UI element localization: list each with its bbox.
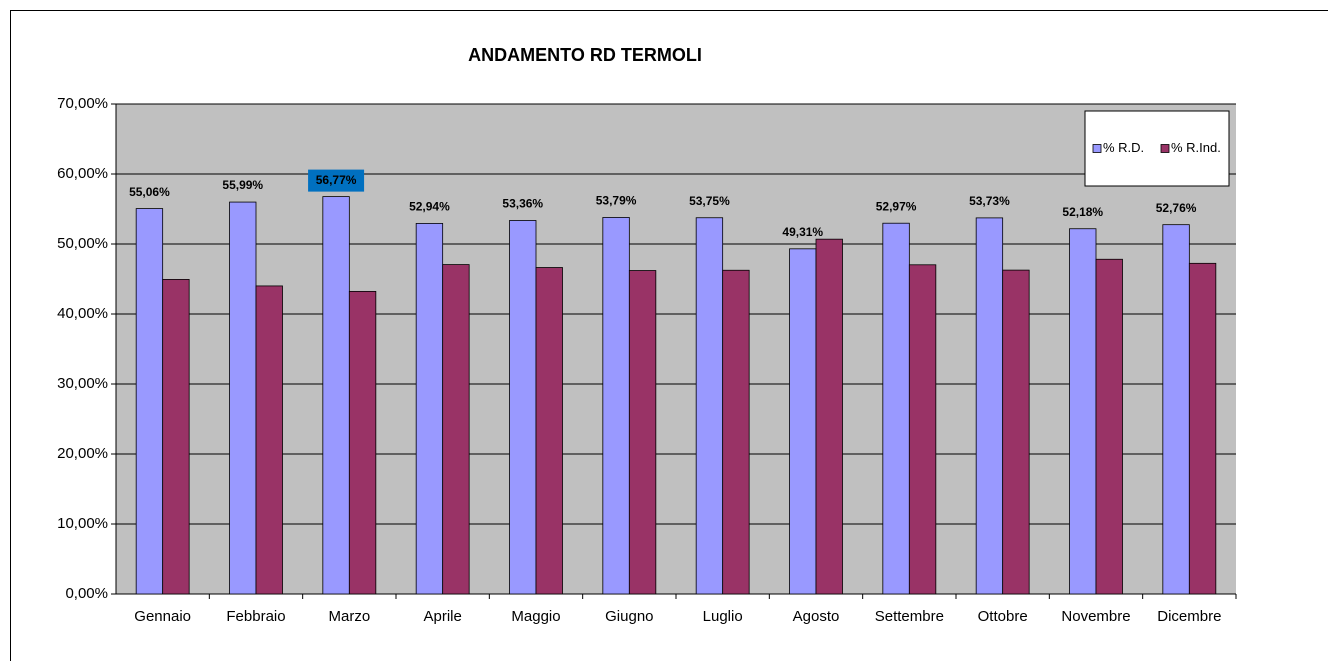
x-tick-label: Dicembre — [1157, 608, 1221, 625]
bar — [509, 220, 537, 595]
x-tick-label: Febbraio — [226, 608, 285, 625]
y-tick-label: 40,00% — [57, 305, 108, 322]
data-label: 49,31% — [782, 225, 823, 239]
bar — [229, 201, 257, 595]
data-label: 52,18% — [1062, 205, 1103, 219]
bar — [348, 290, 377, 595]
bar — [789, 248, 817, 595]
y-tick-label: 70,00% — [57, 95, 108, 112]
legend-box — [1084, 110, 1230, 187]
x-tick-label: Ottobre — [978, 608, 1028, 625]
y-tick-label: 20,00% — [57, 445, 108, 462]
bar — [1002, 269, 1030, 595]
data-label: 56,77% — [316, 173, 357, 187]
bar — [695, 217, 724, 595]
data-label: 55,99% — [222, 178, 263, 192]
x-tick-label: Gennaio — [134, 608, 191, 625]
bar — [322, 196, 350, 595]
legend-swatch — [1160, 144, 1170, 153]
y-tick-label: 50,00% — [57, 235, 108, 252]
x-tick-label: Giugno — [605, 608, 653, 625]
x-tick-label: Maggio — [511, 608, 560, 625]
bar — [135, 208, 164, 595]
bar — [908, 264, 937, 595]
bar — [628, 270, 657, 595]
bar — [255, 285, 283, 595]
y-tick-label: 30,00% — [57, 375, 108, 392]
x-tick-label: Settembre — [875, 608, 944, 625]
legend-label: % R.Ind. — [1171, 140, 1221, 155]
data-label: 52,97% — [876, 199, 917, 213]
x-tick-label: Marzo — [328, 608, 370, 625]
x-tick-label: Luglio — [703, 608, 743, 625]
bar — [1162, 224, 1190, 595]
legend-label: % R.D. — [1103, 140, 1144, 155]
bar — [415, 223, 444, 595]
plot-area — [116, 104, 1236, 594]
x-tick-label: Aprile — [423, 608, 461, 625]
data-label: 53,79% — [596, 194, 637, 208]
bar — [1188, 262, 1217, 595]
data-label: 53,36% — [502, 197, 543, 211]
data-label: 52,76% — [1156, 201, 1197, 215]
bar — [602, 217, 630, 595]
bar — [1069, 228, 1097, 595]
x-tick-label: Agosto — [793, 608, 840, 625]
data-label: 55,06% — [129, 185, 170, 199]
legend-swatch — [1092, 144, 1102, 153]
data-label: 53,73% — [969, 194, 1010, 208]
chart-title: ANDAMENTO RD TERMOLI — [468, 45, 702, 65]
y-tick-label: 60,00% — [57, 165, 108, 182]
bar — [1095, 258, 1123, 595]
bar — [975, 217, 1004, 595]
bar — [815, 238, 843, 595]
data-label: 53,75% — [689, 194, 730, 208]
label-highlight — [308, 169, 365, 192]
bar — [442, 264, 470, 595]
data-label: 52,94% — [409, 200, 450, 214]
x-tick-label: Novembre — [1061, 608, 1130, 625]
bar — [162, 279, 190, 595]
y-tick-label: 0,00% — [65, 585, 108, 602]
bar — [535, 267, 563, 595]
bar — [882, 222, 910, 595]
bar — [722, 269, 750, 595]
y-tick-label: 10,00% — [57, 515, 108, 532]
